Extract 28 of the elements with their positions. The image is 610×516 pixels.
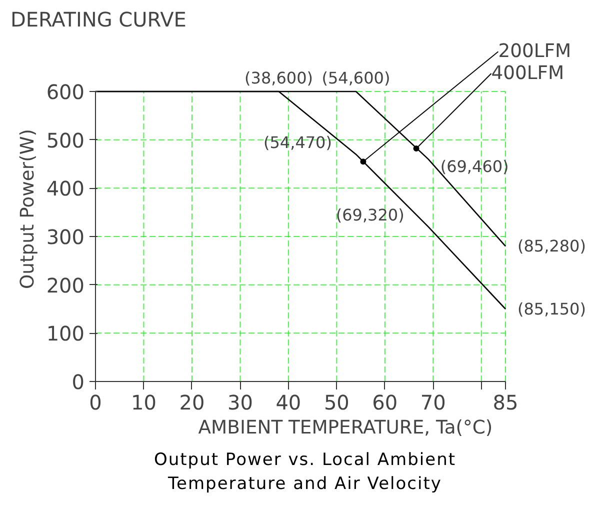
annotation: 200LFM [498,41,572,62]
annotation: 400LFM [491,63,564,84]
x-tick-label: 70 [420,390,446,414]
annotation: (69,320) [336,205,404,224]
x-tick-label: 60 [372,390,398,414]
x-tick-label: 0 [89,390,102,414]
y-tick-label: 500 [46,128,85,152]
text: Output Power vs. Local Ambient Temperature and Air Velocity [154,449,456,496]
x-tick-label: 40 [276,390,302,414]
y-axis-title: Output Power(W) [17,128,38,290]
annotation: (85,150) [518,300,586,318]
x-tick-label: 10 [131,390,156,414]
y-tick-label: 600 [46,80,85,104]
annotation: (69,460) [440,157,509,176]
y-tick-label: 400 [46,176,85,201]
y-tick-label: 300 [46,225,85,249]
annotation: (54,600) [322,68,390,88]
y-tick-label: 200 [46,273,85,298]
x-tick-label: 30 [227,390,253,414]
y-tick-label: 100 [46,322,85,346]
x-axis-title: AMBIENT TEMPERATURE, Ta(°C) [198,418,493,438]
annotation: (38,600) [244,68,314,88]
chart-title: DERATING CURVE [10,8,186,32]
y-tick-label: 0 [72,370,85,394]
annotation: (85,280) [518,236,586,256]
x-tick-label: 20 [179,390,205,414]
x-tick-label: 85 [492,390,518,414]
x-tick-label: 50 [324,390,350,414]
